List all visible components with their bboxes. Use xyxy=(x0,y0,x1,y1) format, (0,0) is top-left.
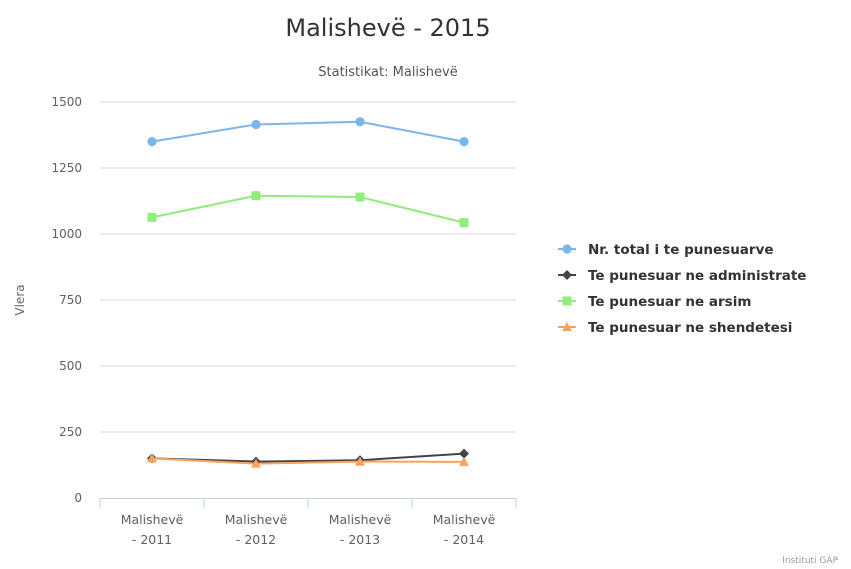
x-tick-label: Malishevë - 2013 xyxy=(329,512,392,547)
data-point xyxy=(147,137,157,147)
y-tick-label: 750 xyxy=(59,293,82,307)
legend-item-1[interactable]: Nr. total i te punesuarve xyxy=(558,242,774,258)
series-group xyxy=(147,117,469,468)
series-3 xyxy=(147,191,469,228)
legend-marker xyxy=(562,296,572,306)
data-point xyxy=(251,191,261,201)
legend-label: Te punesuar ne administrate xyxy=(588,268,806,284)
data-point xyxy=(459,137,469,147)
data-point xyxy=(251,119,261,130)
y-tick-label: 1500 xyxy=(51,95,82,109)
x-axis: Malishevë - 2011 Malishevë - 2012 Malishevë -… xyxy=(99,498,517,547)
legend-item-3[interactable]: Te punesuar ne arsim xyxy=(558,294,751,310)
data-point xyxy=(459,218,469,228)
legend-item-4[interactable]: Te punesuar ne shendetesi xyxy=(558,320,792,336)
series-line xyxy=(151,194,465,224)
y-axis-ticks: 0 250 500 750 1000 1250 1500 xyxy=(51,95,82,505)
data-point xyxy=(251,458,261,468)
legend-label: Te punesuar ne shendetesi xyxy=(588,320,792,336)
data-point xyxy=(355,456,365,466)
series-line xyxy=(151,120,465,143)
legend[interactable]: Nr. total i te punesuarve Te punesuar ne … xyxy=(558,242,806,336)
chart-subtitle: Statistikat: Malishevë xyxy=(318,65,458,80)
data-point xyxy=(147,453,157,463)
data-point xyxy=(355,192,365,202)
x-tick-label: Malishevë - 2012 xyxy=(225,512,288,547)
data-point xyxy=(355,117,365,127)
y-tick-label: 500 xyxy=(59,359,82,373)
x-tick-label: Malishevë - 2011 xyxy=(121,512,184,547)
legend-label: Te punesuar ne arsim xyxy=(588,294,751,310)
y-tick-label: 1000 xyxy=(51,227,82,241)
data-point xyxy=(147,212,157,222)
series-4 xyxy=(147,453,469,468)
chart-title: Malishevë - 2015 xyxy=(285,14,490,42)
legend-marker xyxy=(562,244,572,254)
grid-lines xyxy=(100,101,516,433)
series-line xyxy=(151,452,465,463)
data-point xyxy=(459,456,469,466)
x-tick-label: Malishevë - 2014 xyxy=(433,512,496,547)
series-2 xyxy=(147,448,469,467)
data-point xyxy=(459,448,469,459)
legend-item-2[interactable]: Te punesuar ne administrate xyxy=(558,268,806,284)
legend-marker xyxy=(562,270,572,280)
y-tick-label: 250 xyxy=(59,425,82,439)
y-axis-label: Vlera xyxy=(13,284,27,315)
chart-credit[interactable]: Instituti GAP xyxy=(782,556,838,566)
series-line xyxy=(151,457,465,465)
legend-label: Nr. total i te punesuarve xyxy=(588,242,774,258)
legend-marker xyxy=(562,322,572,331)
y-tick-label: 0 xyxy=(74,491,82,505)
series-1 xyxy=(147,117,469,147)
y-tick-label: 1250 xyxy=(51,161,82,175)
